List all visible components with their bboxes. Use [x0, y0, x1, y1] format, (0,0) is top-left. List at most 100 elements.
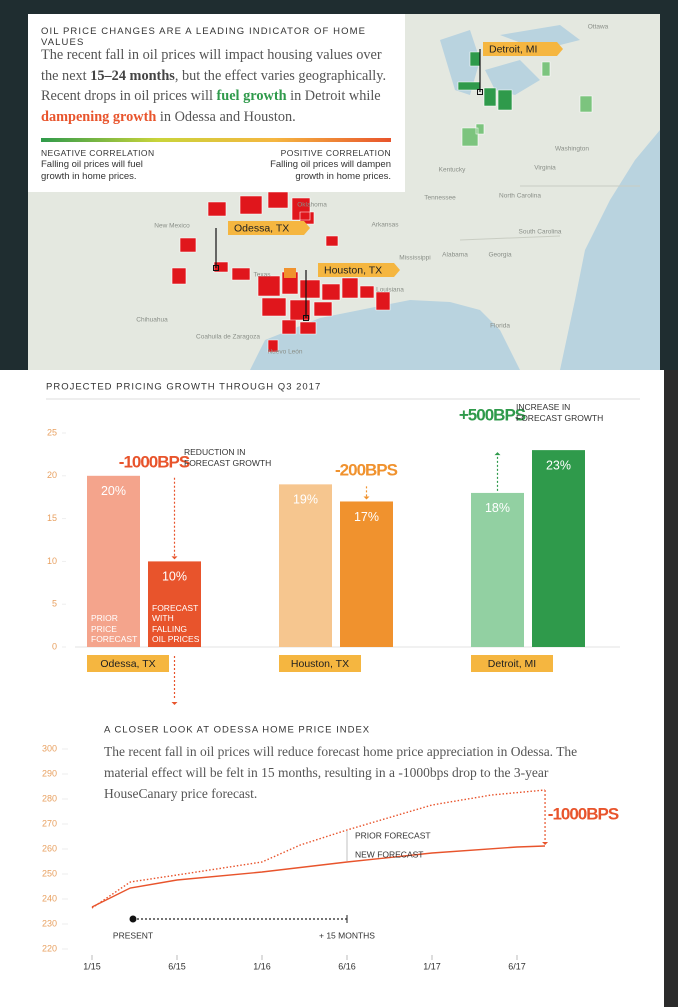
- map-label: Coahuila de Zaragoza: [196, 334, 260, 341]
- map-label: New Mexico: [154, 223, 190, 230]
- y-tick-label: 25: [47, 427, 57, 437]
- x-tick-label: Odessa, TX: [100, 658, 155, 670]
- change-label: -1000BPS: [119, 452, 190, 471]
- bar-chart-title: PROJECTED PRICING GROWTH THROUGH Q3 2017: [46, 382, 321, 393]
- legend-text: Falling oil prices will fuel growth in h…: [41, 159, 143, 182]
- change-label: +500BPS: [459, 405, 526, 424]
- map-water: [250, 25, 660, 370]
- header-title: OIL PRICE CHANGES ARE A LEADING INDICATO…: [41, 26, 367, 48]
- arrow-head: [171, 556, 178, 560]
- y-tick-label: 260: [42, 843, 57, 853]
- header-box: OIL PRICE CHANGES ARE A LEADING INDICATO…: [28, 14, 405, 192]
- timeline-label: PRESENT: [113, 930, 153, 940]
- map-label: Tennessee: [424, 195, 456, 202]
- intro-text: in Odessa and Houston.: [156, 108, 296, 125]
- x-tick-label: 1/17: [423, 961, 441, 971]
- category-pill: [471, 655, 553, 672]
- map-border: [459, 235, 561, 241]
- present-dot: [129, 915, 137, 923]
- change-label: -200BPS: [335, 460, 398, 479]
- intro-emphasis: fuel growth: [216, 88, 287, 104]
- bar: [148, 561, 201, 647]
- arrow-head: [494, 452, 501, 456]
- map-label: Alabama: [442, 252, 468, 259]
- map-label: Ottawa: [588, 24, 609, 31]
- change-note: REDUCTION IN FORECAST GROWTH: [184, 447, 272, 468]
- value-label: 10%: [162, 570, 187, 584]
- map-label: Louisiana: [376, 287, 404, 294]
- category-pill: [279, 655, 361, 672]
- map-label: Arkansas: [371, 222, 399, 229]
- bar: [87, 475, 140, 647]
- x-tick-label: 6/17: [508, 961, 526, 971]
- value-label: 18%: [485, 501, 510, 515]
- x-tick-label: 1/16: [253, 961, 271, 971]
- line-series: [91, 789, 546, 909]
- y-tick-label: 5: [52, 599, 57, 609]
- series-name: NEW FORECAST WITH FALLING OIL PRICES: [152, 601, 200, 645]
- y-tick-label: 230: [42, 918, 57, 928]
- value-label: 19%: [293, 493, 318, 507]
- legend-title: POSITIVE CORRELATION: [280, 148, 391, 158]
- bar: [532, 450, 585, 647]
- legend-positive: POSITIVE CORRELATION Falling oil prices w…: [231, 147, 391, 183]
- arrow-head: [171, 702, 178, 705]
- city-label: Odessa, TX: [234, 222, 289, 234]
- x-tick-label: 1/15: [83, 961, 101, 971]
- legend-title: NEGATIVE CORRELATION: [41, 148, 155, 158]
- header-intro: The recent fall in oil prices will impac…: [41, 45, 396, 127]
- x-tick-label: Detroit, MI: [488, 658, 536, 670]
- map-county-orange: [284, 268, 296, 278]
- city-flag: [483, 42, 563, 56]
- change-note: INCREASE IN FORECAST GROWTH: [516, 402, 604, 423]
- map-label: Virginia: [534, 165, 556, 172]
- intro-text: The recent fall in oil prices will impac…: [41, 47, 382, 84]
- intro-text: in Detroit while: [286, 88, 381, 104]
- city-flag: [318, 263, 400, 277]
- intro-emphasis: dampening growth: [41, 108, 157, 125]
- map-label: Texas: [254, 272, 272, 279]
- y-tick-label: 15: [47, 513, 57, 523]
- bar: [279, 484, 332, 647]
- map-label: Mississippi: [399, 255, 430, 262]
- y-tick-label: 290: [42, 768, 57, 778]
- change-label: -1000BPS: [548, 804, 619, 823]
- city-flag: [228, 221, 310, 235]
- line-chart-title: A CLOSER LOOK AT ODESSA HOME PRICE INDEX: [104, 725, 370, 736]
- legend-negative: NEGATIVE CORRELATION Falling oil prices w…: [41, 147, 201, 183]
- timeline-label: + 15 MONTHS: [319, 930, 375, 940]
- map-label: South Carolina: [519, 229, 562, 236]
- map-counties-red: [171, 191, 391, 353]
- series-name: PRIOR PRICE FORECAST: [91, 613, 138, 645]
- line-chart-text: The recent fall in oil prices will reduc…: [104, 744, 578, 801]
- page-edge: [664, 370, 678, 1007]
- city-pin-base: [477, 89, 483, 95]
- map-label: North Carolina: [499, 193, 541, 200]
- legend-text: Falling oil prices will dampen growth in…: [270, 159, 391, 182]
- map-label: Washington: [555, 146, 589, 153]
- bar: [340, 501, 393, 647]
- map-label: Kentucky: [439, 167, 466, 174]
- x-tick-label: 6/16: [338, 961, 356, 971]
- y-tick-label: 300: [42, 743, 57, 753]
- map-label: Chihuahua: [136, 317, 168, 324]
- value-label: 17%: [354, 510, 379, 524]
- city-pin-base: [213, 265, 219, 271]
- change-note-text: INCREASE IN FORECAST GROWTH: [516, 402, 604, 423]
- change-note-text: REDUCTION IN FORECAST GROWTH: [184, 447, 272, 468]
- series-name-text: NEW FORECAST WITH FALLING OIL PRICES: [152, 601, 200, 645]
- map-label: Florida: [490, 323, 510, 330]
- x-tick-label: Houston, TX: [291, 658, 349, 670]
- intro-text: , but the effect varies geographically. …: [41, 67, 387, 105]
- series-label: NEW FORECAST: [355, 849, 423, 859]
- x-tick-label: 6/15: [168, 961, 186, 971]
- y-tick-label: 20: [47, 470, 57, 480]
- y-tick-label: 0: [52, 641, 57, 651]
- map-label: Nuevo León: [267, 349, 302, 356]
- y-tick-label: 240: [42, 893, 57, 903]
- arrow-head: [363, 496, 370, 500]
- series-name-text: PRIOR PRICE FORECAST: [91, 613, 138, 645]
- city-pin-base: [303, 315, 309, 321]
- series-label: PRIOR FORECAST: [355, 830, 431, 840]
